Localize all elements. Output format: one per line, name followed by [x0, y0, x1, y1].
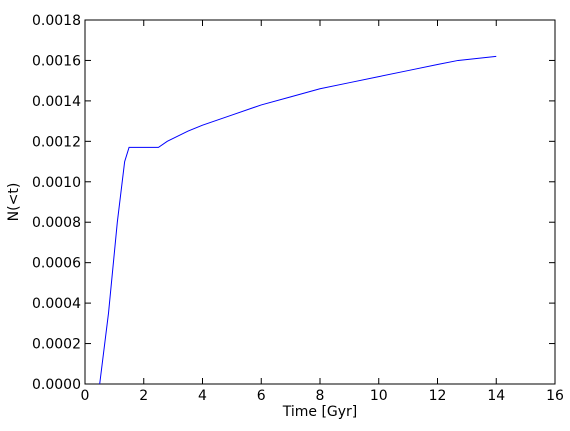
y-tick-label: 0.0014 [32, 94, 81, 110]
x-tick-label: 14 [487, 388, 505, 404]
data-line [99, 55, 497, 385]
x-tick-label: 10 [370, 388, 388, 404]
x-tick-label: 4 [198, 388, 207, 404]
y-tick-label: 0.0018 [32, 13, 81, 29]
plot-frame [84, 19, 556, 385]
y-tick-label: 0.0002 [32, 337, 81, 353]
x-tick-label: 0 [81, 388, 90, 404]
x-tick-label: 2 [139, 388, 148, 404]
y-axis-label: N(<t) [6, 183, 22, 222]
x-tick-label: 8 [316, 388, 325, 404]
x-axis-label: Time [Gyr] [282, 404, 358, 420]
x-tick-label: 6 [257, 388, 266, 404]
y-tick-label: 0.0012 [32, 134, 81, 150]
x-tick-label: 12 [429, 388, 447, 404]
y-tick-label: 0.0006 [32, 256, 81, 272]
y-tick-label: 0.0016 [32, 53, 81, 69]
y-tick-label: 0.0004 [32, 296, 81, 312]
y-tick-label: 0.0010 [32, 175, 81, 191]
y-tick-label: 0.0008 [32, 215, 81, 231]
x-tick-label: 16 [546, 388, 564, 404]
y-tick-label: 0.0000 [32, 377, 81, 393]
